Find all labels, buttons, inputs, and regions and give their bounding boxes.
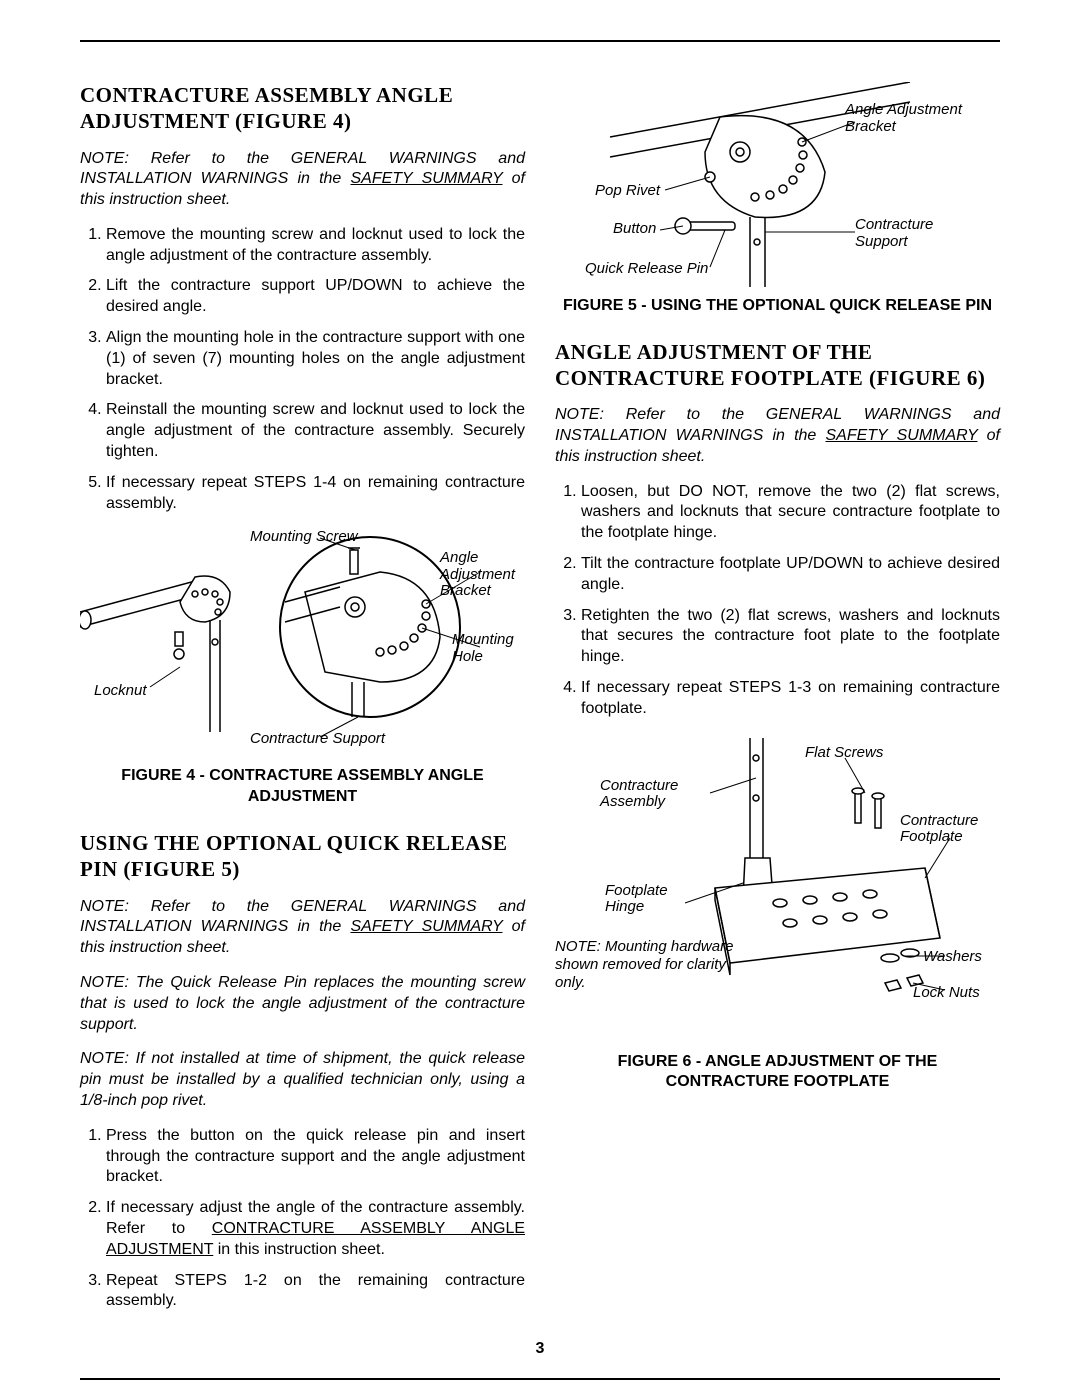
figure-4-caption: FIGURE 4 - CONTRACTURE ASSEMBLY ANGLE AD… <box>80 766 525 808</box>
note-link: SAFETY SUMMARY <box>350 918 502 935</box>
steps-list-2: Press the button on the quick release pi… <box>80 1126 525 1312</box>
note-link: SAFETY SUMMARY <box>825 427 977 444</box>
label-locknut: Locknut <box>94 682 147 699</box>
step-item: Repeat STEPS 1-2 on the remaining contra… <box>106 1271 525 1313</box>
note-safety-1: NOTE: Refer to the GENERAL WARNINGS and … <box>80 149 525 211</box>
figure-4: Mounting Screw Angle Adjustment Bracket … <box>80 532 525 762</box>
label-mounting-screw: Mounting Screw <box>250 528 358 545</box>
label-lock-nuts: Lock Nuts <box>913 984 980 1001</box>
step-item: Tilt the contracture footplate UP/DOWN t… <box>581 554 1000 596</box>
step-item: Align the mounting hole in the contractu… <box>106 328 525 390</box>
left-column: CONTRACTURE ASSEMBLY ANGLE ADJUSTMENT (F… <box>80 82 525 1330</box>
label-mounting-hole: Mounting Hole <box>452 632 522 665</box>
note-safety-2: NOTE: Refer to the GENERAL WARNINGS and … <box>80 897 525 959</box>
label-pop-rivet: Pop Rivet <box>595 182 660 199</box>
label-contracture-assembly: Contracture Assembly <box>600 778 700 811</box>
heading-footplate: ANGLE ADJUSTMENT OF THE CONTRACTURE FOOT… <box>555 339 1000 392</box>
label-hardware-note: NOTE: Mounting hardware shown removed fo… <box>555 938 745 992</box>
step-item: If necessary adjust the angle of the con… <box>106 1198 525 1260</box>
step-item: Retighten the two (2) flat screws, washe… <box>581 606 1000 668</box>
figure-6: Flat Screws Contracture Assembly Contrac… <box>555 738 1000 1048</box>
note-link: SAFETY SUMMARY <box>350 170 502 187</box>
step-item: Remove the mounting screw and locknut us… <box>106 225 525 267</box>
top-rule <box>80 40 1000 42</box>
heading-quick-release: USING THE OPTIONAL QUICK RELEASE PIN (FI… <box>80 830 525 883</box>
label-washers: Washers <box>923 948 982 965</box>
note-quick-release-replace: NOTE: The Quick Release Pin replaces the… <box>80 973 525 1035</box>
figure-6-caption: FIGURE 6 - ANGLE ADJUSTMENT OF THE CONTR… <box>555 1052 1000 1094</box>
step-item: Reinstall the mounting screw and locknut… <box>106 400 525 462</box>
figure-5-caption: FIGURE 5 - USING THE OPTIONAL QUICK RELE… <box>555 296 1000 317</box>
label-contracture-footplate: Contracture Footplate <box>900 813 1000 846</box>
two-column-layout: CONTRACTURE ASSEMBLY ANGLE ADJUSTMENT (F… <box>80 82 1000 1330</box>
label-flat-screws: Flat Screws <box>805 744 883 761</box>
figure-5: Angle Adjustment Bracket Pop Rivet Butto… <box>555 82 1000 292</box>
label-contracture-support-5: Contracture Support <box>855 217 955 250</box>
steps-list-3: Loosen, but DO NOT, remove the two (2) f… <box>555 482 1000 720</box>
page-number: 3 <box>80 1340 1000 1358</box>
step-item: Lift the contracture support UP/DOWN to … <box>106 276 525 318</box>
steps-list-1: Remove the mounting screw and locknut us… <box>80 225 525 515</box>
step-text: in this instruction sheet. <box>213 1241 385 1258</box>
right-column: Angle Adjustment Bracket Pop Rivet Butto… <box>555 82 1000 1330</box>
label-contracture-support: Contracture Support <box>250 730 385 747</box>
note-quick-release-install: NOTE: If not installed at time of shipme… <box>80 1049 525 1111</box>
label-footplate-hinge: Footplate Hinge <box>605 883 685 916</box>
step-item: Press the button on the quick release pi… <box>106 1126 525 1188</box>
step-item: If necessary repeat STEPS 1-4 on remaini… <box>106 473 525 515</box>
page: CONTRACTURE ASSEMBLY ANGLE ADJUSTMENT (F… <box>0 0 1080 1400</box>
label-angle-bracket: Angle Adjustment Bracket <box>440 550 530 600</box>
step-item: Loosen, but DO NOT, remove the two (2) f… <box>581 482 1000 544</box>
label-button: Button <box>613 220 656 237</box>
step-item: If necessary repeat STEPS 1-3 on remaini… <box>581 678 1000 720</box>
heading-contracture-assembly: CONTRACTURE ASSEMBLY ANGLE ADJUSTMENT (F… <box>80 82 525 135</box>
label-angle-bracket-5: Angle Adjustment Bracket <box>845 102 985 135</box>
bottom-rule <box>80 1378 1000 1380</box>
label-quick-release-pin: Quick Release Pin <box>585 260 708 277</box>
note-safety-3: NOTE: Refer to the GENERAL WARNINGS and … <box>555 405 1000 467</box>
